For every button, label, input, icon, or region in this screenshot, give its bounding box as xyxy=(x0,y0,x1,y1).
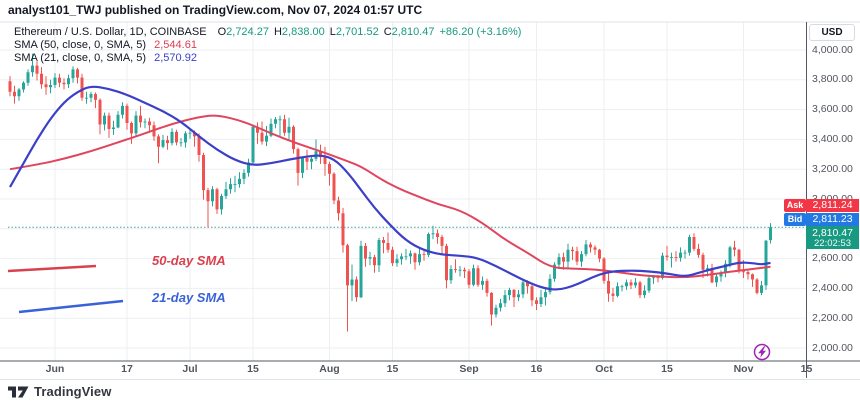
sma50-line xyxy=(9,114,771,279)
ohlc-key: H xyxy=(273,26,282,38)
symbol-title: Ethereum / U.S. Dollar, 1D, COINBASE xyxy=(14,26,207,38)
price-axis-label: 2,200.00 xyxy=(812,311,853,324)
time-axis-label: Jul xyxy=(182,363,198,375)
time-axis-label: 15 xyxy=(247,363,259,375)
time-axis-label: 16 xyxy=(530,363,543,375)
last-price-value: 2,810.47 xyxy=(812,226,853,239)
ask-chip: Ask xyxy=(784,199,806,212)
price-axis-label: 4,000.00 xyxy=(812,43,853,56)
ohlc-value: 2,838.00 xyxy=(281,26,325,38)
sma50-annotation-text: 50-day SMA xyxy=(152,253,226,268)
sma50-annotation-segment xyxy=(7,264,97,273)
time-axis-label: 15 xyxy=(800,363,813,375)
bar-countdown: 22:02:53 xyxy=(814,237,851,249)
sma21-value: 2,570.92 xyxy=(154,52,197,64)
chart-legend: Ethereum / U.S. Dollar, 1D, COINBASE O2,7… xyxy=(14,26,521,65)
bid-chip: Bid xyxy=(784,213,806,226)
sma50-legend-row[interactable]: SMA (50, close, 0, SMA, 5) 2,544.61 xyxy=(14,39,521,52)
sma21-label: SMA (21, close, 0, SMA, 5) xyxy=(14,52,147,64)
sma21-legend-row[interactable]: SMA (21, close, 0, SMA, 5) 2,570.92 xyxy=(14,52,521,65)
price-axis-label: 3,800.00 xyxy=(812,73,853,86)
time-axis-label: 15 xyxy=(386,363,399,375)
published-bar: analyst101_TWJ published on TradingView.… xyxy=(8,3,423,17)
sma21-annotation-text: 21-day SMA xyxy=(152,290,226,305)
pane-borders xyxy=(0,21,860,380)
ohlc-values: O2,724.27 H2,838.00 L2,701.52 C2,810.47 xyxy=(213,26,435,38)
price-axis-label: 2,600.00 xyxy=(812,252,853,265)
ohlc-key: O xyxy=(217,26,227,38)
down-candle-bodies xyxy=(8,65,759,315)
time-axis-label: Jun xyxy=(45,363,65,375)
time-axis-label: Aug xyxy=(319,363,340,375)
time-axis-label: Nov xyxy=(733,363,754,375)
sma50-value: 2,544.61 xyxy=(154,39,197,51)
sma21-line xyxy=(9,85,771,291)
time-axis[interactable]: Jun 17 Jul 15 Aug 15 Sep 16 Oct 15 Nov 15 xyxy=(0,361,860,378)
price-axis-label: 3,400.00 xyxy=(812,132,853,145)
last-price-label: 2,810.47 22:02:53 xyxy=(806,226,859,249)
bid-price-label: 2,811.23 xyxy=(806,213,859,226)
price-axis-label: 3,600.00 xyxy=(812,103,853,116)
ohlc-key: L xyxy=(329,26,336,38)
price-axis-label: 3,200.00 xyxy=(812,162,853,175)
tradingview-attribution[interactable]: TradingView xyxy=(8,384,111,399)
axis-lines xyxy=(0,22,860,378)
change-value: +86.20 (+3.16%) xyxy=(439,26,522,38)
price-axis-label: 2,000.00 xyxy=(812,341,853,354)
currency-button[interactable]: USD xyxy=(809,24,855,41)
ask-price-label: 2,811.24 xyxy=(806,199,859,212)
ohlc-key: C xyxy=(383,26,392,38)
time-axis-label: Sep xyxy=(459,363,479,375)
ohlc-value: 2,701.52 xyxy=(335,26,379,38)
time-axis-label: Oct xyxy=(595,363,613,375)
tradingview-logo-icon xyxy=(8,386,29,397)
ohlc-value: 2,724.27 xyxy=(226,26,269,38)
time-axis-label: 17 xyxy=(121,363,133,375)
lightning-icon[interactable] xyxy=(753,343,771,361)
price-axis-label: 2,400.00 xyxy=(812,281,853,294)
sma50-label: SMA (50, close, 0, SMA, 5) xyxy=(14,39,147,51)
tradingview-brand-text: TradingView xyxy=(34,384,112,399)
ohlc-value: 2,810.47 xyxy=(391,26,435,38)
symbol-legend-row[interactable]: Ethereum / U.S. Dollar, 1D, COINBASE O2,7… xyxy=(14,26,521,39)
sma21-annotation-segment xyxy=(18,299,124,314)
price-axis[interactable]: 4,000.00 3,800.00 3,600.00 3,400.00 3,200.00… xyxy=(806,22,860,361)
time-axis-label: 15 xyxy=(661,363,673,375)
